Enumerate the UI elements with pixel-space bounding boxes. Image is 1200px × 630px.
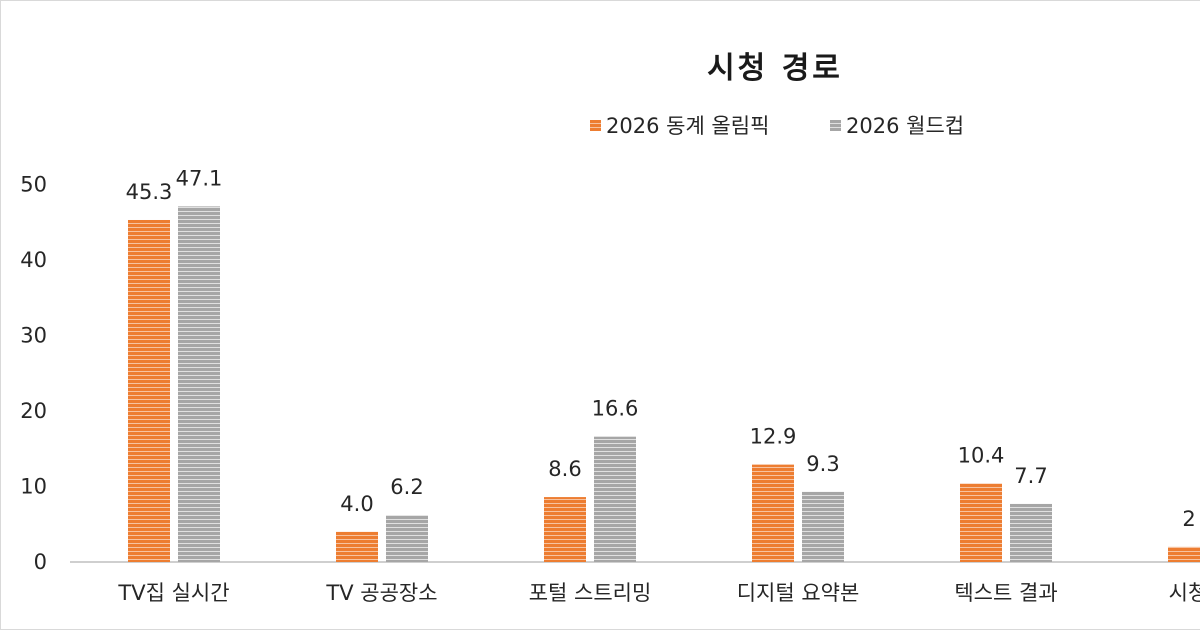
- bar-olympics: [752, 464, 794, 562]
- chart-title: 시청 경로: [707, 51, 843, 86]
- legend-label: 2026 동계 올림픽: [606, 114, 769, 138]
- data-label: 47.1: [176, 166, 223, 190]
- legend-swatch: [830, 120, 841, 131]
- bar-olympics: [336, 531, 378, 562]
- data-labels: 45.347.1 4.0 6.2 8.6 16.6 12.9 9.3 10.4 7.7 2: [126, 166, 1196, 531]
- data-label: 6.2: [390, 475, 423, 499]
- legend-swatch: [590, 120, 601, 131]
- data-label: 2: [1182, 507, 1195, 531]
- y-tick-label: 20: [20, 399, 47, 423]
- bar-worldcup: [802, 491, 844, 562]
- data-label: 4.0: [340, 492, 373, 516]
- x-tick-label: 텍스트 결과: [954, 581, 1057, 605]
- bar-olympics: [544, 497, 586, 562]
- category-labels: TV집 실시간 TV 공공장소 포털 스트리밍 디지털 요약본 텍스트 결과 시청 안 함: [117, 581, 1200, 605]
- bar-olympics: [960, 483, 1002, 562]
- bar-worldcup: [386, 515, 428, 562]
- bar-worldcup: [1010, 503, 1052, 562]
- bars: [128, 206, 1200, 563]
- y-axis: 0 10 20 30 40 50: [20, 173, 47, 575]
- data-label: 10.4: [958, 443, 1005, 467]
- bar-worldcup: [178, 206, 220, 562]
- x-tick-label: 디지털 요약본: [737, 581, 860, 605]
- y-tick-label: 50: [20, 173, 47, 197]
- bar-olympics: [128, 219, 170, 563]
- data-label: 12.9: [750, 425, 797, 449]
- bar-worldcup: [594, 436, 636, 562]
- data-label: 7.7: [1014, 464, 1047, 488]
- y-tick-label: 40: [20, 248, 47, 272]
- legend-label: 2026 월드컵: [846, 114, 964, 138]
- y-tick-label: 10: [20, 475, 47, 499]
- x-tick-label: 포털 스트리밍: [529, 581, 652, 605]
- data-label: 9.3: [806, 452, 839, 476]
- legend: 2026 동계 올림픽 2026 월드컵: [590, 114, 964, 138]
- x-tick-label: 시청 안 함: [1169, 581, 1200, 605]
- data-label: 45.3: [126, 180, 173, 204]
- data-label: 16.6: [592, 397, 639, 421]
- data-label: 8.6: [548, 457, 581, 481]
- x-tick-label: TV 공공장소: [325, 581, 437, 605]
- y-tick-label: 0: [34, 550, 47, 574]
- y-tick-label: 30: [20, 324, 47, 348]
- x-tick-label: TV집 실시간: [117, 581, 229, 605]
- bar-olympics: [1168, 546, 1200, 562]
